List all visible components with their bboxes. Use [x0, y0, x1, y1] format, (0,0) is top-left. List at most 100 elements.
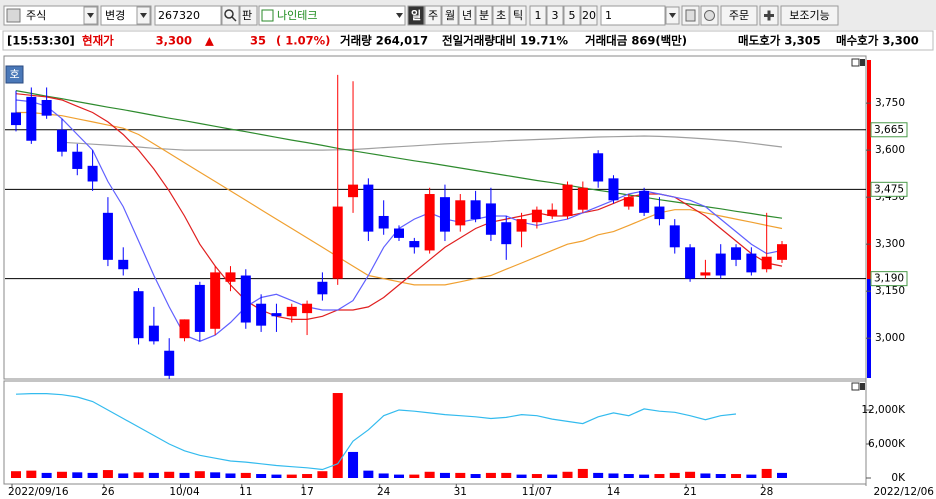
- volume-bar: [102, 470, 113, 478]
- line: [15, 393, 737, 471]
- price-panel: [3, 55, 867, 380]
- panel-icon[interactable]: [860, 59, 865, 66]
- candle-body: [194, 284, 205, 332]
- period-button[interactable]: [407, 5, 425, 26]
- level-label: 3,665: [874, 124, 904, 136]
- tool-icon: [685, 9, 696, 22]
- code-input[interactable]: [154, 5, 222, 26]
- code-text: 267320: [158, 9, 200, 22]
- panel-badge-text: 호: [9, 68, 19, 81]
- aux-button[interactable]: [780, 5, 839, 26]
- volume-bar: [654, 474, 665, 478]
- period-button[interactable]: [424, 5, 442, 26]
- panel-badge[interactable]: [5, 65, 24, 84]
- volume-bar: [777, 472, 787, 478]
- order-text: 주문: [729, 9, 749, 22]
- period-text: 주: [428, 9, 438, 22]
- candle-body: [593, 153, 604, 182]
- period-button[interactable]: [475, 5, 493, 26]
- volume-panel: [3, 380, 867, 485]
- pan-text: 판: [242, 9, 252, 22]
- period-text: 년: [462, 9, 472, 22]
- price-indicator: [867, 279, 871, 378]
- count-input[interactable]: [600, 5, 666, 26]
- y-tick-label: 0K: [891, 472, 906, 484]
- period-buttons: 일 주 월 년 분 초 틱 1 3 5 20: [407, 5, 598, 26]
- minute-button[interactable]: [580, 5, 598, 26]
- line: [15, 93, 783, 320]
- volume-bar: [715, 474, 726, 478]
- candle-body: [179, 319, 190, 339]
- volume-bar: [455, 472, 466, 478]
- candle-body: [439, 197, 450, 232]
- volume-bar: [87, 472, 98, 478]
- volume-bar: [56, 471, 67, 478]
- period-button[interactable]: [441, 5, 459, 26]
- volume-bar: [271, 474, 282, 478]
- volume-bar: [179, 472, 190, 478]
- minute-button[interactable]: [529, 5, 547, 26]
- candle-body: [363, 184, 374, 232]
- period-button[interactable]: [492, 5, 510, 26]
- x-tick-label: 2022/09/16: [8, 486, 69, 498]
- minute-button[interactable]: [563, 5, 581, 26]
- candle-body: [455, 200, 466, 226]
- volume-bar: [26, 470, 37, 478]
- y-tick-label: 3,750: [875, 97, 905, 109]
- candle-body: [669, 225, 680, 248]
- volume-bar: [240, 472, 251, 478]
- candle-body: [608, 178, 619, 201]
- quote-volume-ratio: 전일거래량대비 19.71%: [442, 34, 568, 48]
- name-text: 나인테크: [277, 9, 317, 22]
- line: [16, 111, 783, 286]
- level-box: [870, 181, 908, 197]
- search-icon: [224, 9, 234, 19]
- candle-body: [516, 219, 527, 232]
- volume-bar: [547, 474, 558, 478]
- volume-bar: [256, 474, 267, 478]
- candle-body: [271, 313, 282, 317]
- candle-body: [409, 241, 420, 248]
- candle-body: [302, 303, 313, 314]
- y-tick-label: 3,150: [875, 285, 905, 297]
- volume-bar: [501, 472, 512, 478]
- candle-body: [746, 253, 757, 273]
- volume-bar: [700, 473, 711, 478]
- candle-body: [501, 222, 512, 245]
- quote-change-pct: ( 1.07%): [276, 34, 330, 48]
- candle-body: [56, 129, 67, 152]
- candle-body: [777, 244, 787, 260]
- level-box: [870, 271, 908, 287]
- candle-body: [148, 325, 159, 342]
- checkbox[interactable]: [261, 9, 274, 22]
- volume-bar: [317, 471, 328, 478]
- period-button[interactable]: [458, 5, 476, 26]
- line: [15, 90, 783, 219]
- candle-body: [700, 272, 711, 276]
- panel-icon[interactable]: [851, 58, 860, 67]
- minute-button[interactable]: [546, 5, 564, 26]
- candle-body: [424, 194, 435, 251]
- market-select[interactable]: [3, 5, 99, 26]
- candle-body: [72, 151, 83, 169]
- volume-bar: [761, 468, 772, 478]
- period-button[interactable]: [509, 5, 527, 26]
- toolbar: 주식 변경 267320 판 나인테크 일 주 월 년 분 초 틱 1 3 5 20 1 주문 보조…: [0, 0, 936, 30]
- panel-icon[interactable]: [860, 383, 865, 390]
- order-button[interactable]: [720, 5, 758, 26]
- candle-body: [654, 206, 665, 220]
- x-tick-label: 31: [454, 486, 467, 498]
- quote-bid: 매수호가 3,300: [836, 34, 919, 48]
- panel-icon[interactable]: [851, 382, 860, 391]
- y-tick-label: 3,600: [875, 144, 905, 156]
- minute-text: 20: [582, 9, 596, 22]
- volume-bar: [746, 474, 757, 478]
- search-icon: [231, 16, 237, 22]
- pan-button[interactable]: [239, 5, 258, 26]
- candle-body: [577, 187, 588, 210]
- line: [61, 135, 783, 151]
- volume-bar: [439, 472, 450, 478]
- name-field[interactable]: [258, 5, 406, 26]
- candle-body: [332, 206, 343, 279]
- level-label: 3,190: [874, 273, 904, 285]
